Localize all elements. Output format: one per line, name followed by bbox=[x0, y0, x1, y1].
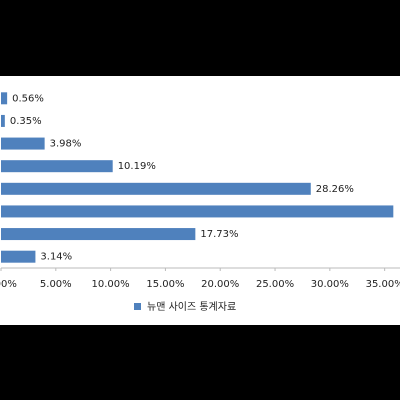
data-label: 10.19% bbox=[118, 161, 156, 172]
bar bbox=[1, 205, 394, 218]
data-label: 3.14% bbox=[40, 252, 72, 263]
x-tick-label: 20.00% bbox=[201, 279, 239, 290]
bar bbox=[1, 160, 113, 173]
data-label: 28.26% bbox=[316, 184, 354, 195]
data-label: 0.35% bbox=[10, 116, 42, 127]
bar bbox=[1, 114, 5, 127]
legend-label: 뉴맨 사이즈 통계자료 bbox=[147, 301, 236, 313]
data-label: 3.98% bbox=[50, 139, 82, 150]
data-label: 0.56% bbox=[12, 93, 44, 104]
chart-area bbox=[0, 76, 400, 325]
bar bbox=[1, 228, 196, 241]
x-tick-label: 25.00% bbox=[256, 279, 294, 290]
bar bbox=[1, 92, 8, 105]
data-label: 17.73% bbox=[200, 229, 238, 240]
x-tick-label: 5.00% bbox=[40, 279, 72, 290]
x-tick-label: 15.00% bbox=[146, 279, 184, 290]
x-tick-label: 35.00% bbox=[366, 279, 400, 290]
x-tick-label: 0.00% bbox=[0, 279, 17, 290]
bar bbox=[1, 182, 311, 195]
legend-swatch bbox=[134, 303, 141, 310]
x-tick-label: 30.00% bbox=[311, 279, 349, 290]
x-tick-label: 10.00% bbox=[92, 279, 130, 290]
bar bbox=[1, 137, 45, 150]
bar bbox=[1, 250, 36, 263]
